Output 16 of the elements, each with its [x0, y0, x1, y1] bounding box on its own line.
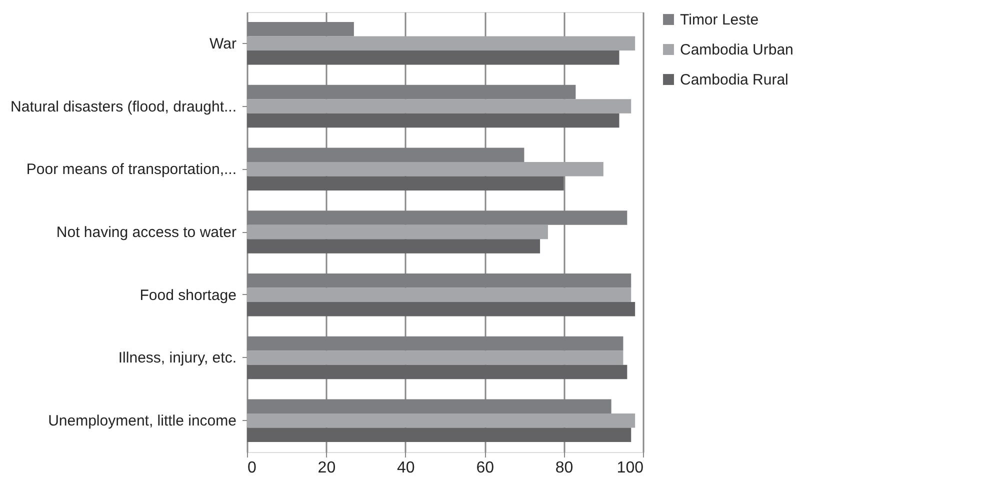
y-tick-label: Natural disasters (flood, draught...: [10, 98, 236, 116]
x-tick-label: 100: [616, 460, 644, 476]
x-tick-label: 20: [318, 460, 336, 476]
legend-label: Timor Leste: [680, 12, 759, 28]
x-tick-label: 0: [248, 460, 256, 476]
x-tick-label: 40: [397, 460, 415, 476]
y-tick-label: War: [210, 35, 236, 52]
y-tick-label: Illness, injury, etc.: [118, 350, 236, 367]
legend-label: Cambodia Rural: [680, 72, 788, 88]
y-tick-label: Not having access to water: [56, 224, 236, 241]
y-tick-label: Poor means of transportation,...: [26, 161, 236, 178]
x-tick-label: 60: [476, 460, 494, 476]
y-tick-label: Unemployment, little income: [48, 412, 236, 430]
y-tick-label: Food shortage: [140, 286, 236, 304]
x-tick-label: 80: [555, 460, 574, 476]
legend-label: Cambodia Urban: [680, 42, 794, 58]
